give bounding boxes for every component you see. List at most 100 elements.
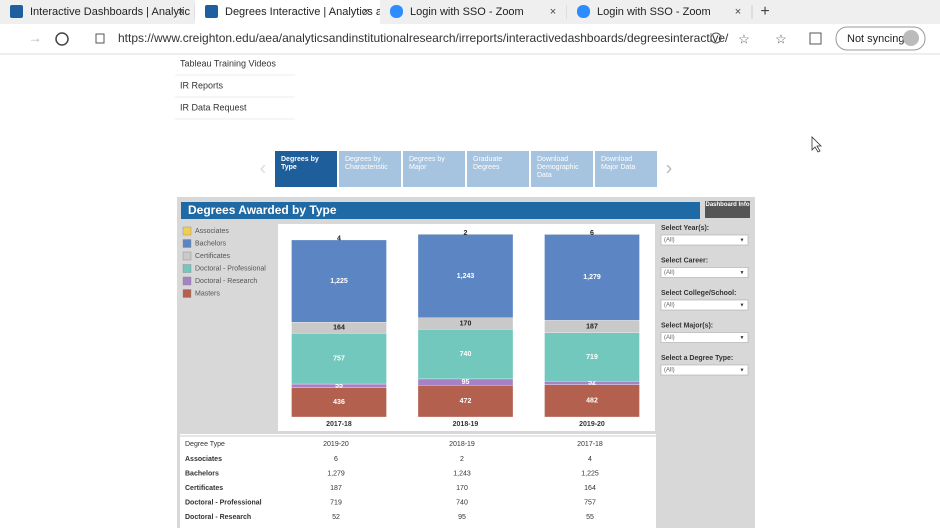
browser-tab[interactable] xyxy=(567,0,752,24)
sidebar-link[interactable]: IR Reports xyxy=(180,80,224,90)
data-label: 1,279 xyxy=(583,274,601,281)
dropdown-arrow: ▼ xyxy=(740,335,745,341)
toolbar xyxy=(0,24,940,54)
bar-segment xyxy=(544,234,640,321)
filter-label: Select Year(s): xyxy=(661,225,709,232)
collections-icon[interactable] xyxy=(809,32,822,45)
tab-close[interactable]: × xyxy=(363,6,369,18)
table-cell: 1,279 xyxy=(327,470,345,477)
profile-button[interactable] xyxy=(835,26,926,51)
zoom-icon[interactable] xyxy=(710,32,722,44)
tab-icon xyxy=(390,5,403,18)
table-cell: 2019-20 xyxy=(323,441,349,448)
bar-segment xyxy=(417,234,514,318)
bar-segment xyxy=(291,333,387,385)
data-label: 52 xyxy=(588,380,596,387)
filter-value[interactable]: (All) xyxy=(664,368,675,374)
legend-swatch xyxy=(182,276,192,286)
filter-label: Select a Degree Type: xyxy=(661,355,733,362)
filter-value[interactable]: (All) xyxy=(664,335,675,341)
data-label: 4 xyxy=(337,235,341,242)
data-label: 170 xyxy=(460,320,472,327)
nav-tab[interactable]: Download Major Data xyxy=(595,151,657,187)
nav-tab[interactable]: Degrees by Characteristic xyxy=(339,151,401,187)
tab-title[interactable]: Interactive Dashboards | Analytic xyxy=(30,6,190,18)
filter-dropdown[interactable] xyxy=(660,299,749,311)
table-cell: 2017-18 xyxy=(577,441,603,448)
nav-tab[interactable]: Download Demographic Data xyxy=(531,151,593,187)
x-tick-label: 2019-20 xyxy=(579,421,605,428)
sidebar-link[interactable]: Tableau Training Videos xyxy=(180,58,276,68)
table-cell: 740 xyxy=(456,499,468,506)
x-tick-label: 2017-18 xyxy=(326,421,352,428)
nav-tab[interactable]: Degrees by Major xyxy=(403,151,465,187)
legend-label: Doctoral - Professional xyxy=(195,265,266,272)
tab-close[interactable]: × xyxy=(550,6,556,18)
legend-swatch xyxy=(182,239,192,248)
data-label: 187 xyxy=(586,323,598,330)
browser-tab[interactable] xyxy=(195,0,380,24)
table-cell: 1,243 xyxy=(453,470,471,477)
data-label: 1,225 xyxy=(330,278,348,285)
nav-next[interactable]: › xyxy=(666,157,673,179)
dashboard-info-button[interactable]: Dashboard Info xyxy=(705,201,750,218)
legend-label: Bachelors xyxy=(195,240,227,247)
profile-label[interactable]: Not syncing xyxy=(847,33,904,45)
table-cell: 757 xyxy=(584,499,596,506)
nav-tab[interactable]: Degrees by Type xyxy=(275,151,337,187)
nav-tab[interactable]: Graduate Degrees xyxy=(467,151,529,187)
filter-dropdown[interactable] xyxy=(660,332,749,343)
filter-label: Select Major(s): xyxy=(661,322,713,329)
table-cell: 95 xyxy=(458,514,466,521)
table-cell: 2 xyxy=(460,456,464,463)
tab-close[interactable]: × xyxy=(735,6,741,18)
table-cell: 55 xyxy=(586,514,594,521)
tab-icon xyxy=(10,5,23,18)
cursor xyxy=(811,136,822,153)
url[interactable]: https://www.creighton.edu/aea/analyticsa… xyxy=(118,31,729,45)
bar-segment xyxy=(417,385,514,418)
legend-swatch xyxy=(182,264,192,273)
table-cell: 1,225 xyxy=(581,470,599,477)
dropdown-arrow: ▼ xyxy=(740,237,745,243)
table-cell: Associates xyxy=(185,456,222,463)
tab-title[interactable]: Login with SSO - Zoom xyxy=(597,6,711,18)
data-label: 164 xyxy=(333,325,345,332)
tab-icon xyxy=(205,5,218,18)
tab-title[interactable]: Login with SSO - Zoom xyxy=(410,6,524,18)
bar-segment xyxy=(544,332,640,382)
legend-swatch xyxy=(182,251,192,261)
legend-label: Masters xyxy=(195,290,220,297)
x-tick-label: 2018-19 xyxy=(453,421,479,428)
filter-dropdown[interactable] xyxy=(660,234,749,246)
table-cell: Doctoral - Research xyxy=(185,514,251,521)
nav-prev[interactable]: ‹ xyxy=(260,157,267,179)
filter-value[interactable]: (All) xyxy=(664,270,675,276)
filter-value[interactable]: (All) xyxy=(664,303,675,309)
data-label: 482 xyxy=(586,398,598,405)
browser-tab[interactable] xyxy=(380,0,567,24)
new-tab[interactable]: + xyxy=(760,3,769,20)
dropdown-arrow: ▼ xyxy=(740,367,745,373)
filter-label: Select Career: xyxy=(661,257,708,264)
reload[interactable] xyxy=(55,32,69,46)
data-label: 436 xyxy=(333,399,345,406)
tab-title[interactable]: Degrees Interactive | Analytics a xyxy=(225,6,383,18)
dropdown-arrow: ▼ xyxy=(740,270,745,276)
legend-label: Doctoral - Research xyxy=(195,278,257,285)
filter-value[interactable]: (All) xyxy=(664,238,675,244)
avatar xyxy=(903,30,919,46)
filter-dropdown[interactable] xyxy=(660,364,749,376)
favorite-icon[interactable]: ☆ xyxy=(738,31,750,46)
forward[interactable]: → xyxy=(28,30,42,46)
table-cell: Doctoral - Professional xyxy=(185,499,262,506)
data-label: 6 xyxy=(590,230,594,237)
browser-tab[interactable] xyxy=(0,0,195,24)
filter-label: Select College/School: xyxy=(661,290,736,297)
data-label: 95 xyxy=(462,379,470,386)
favorites-icon[interactable]: ☆ xyxy=(775,31,787,46)
tab-close[interactable]: × xyxy=(178,6,184,18)
filter-dropdown[interactable] xyxy=(660,267,749,278)
sidebar-link[interactable]: IR Data Request xyxy=(180,102,247,112)
